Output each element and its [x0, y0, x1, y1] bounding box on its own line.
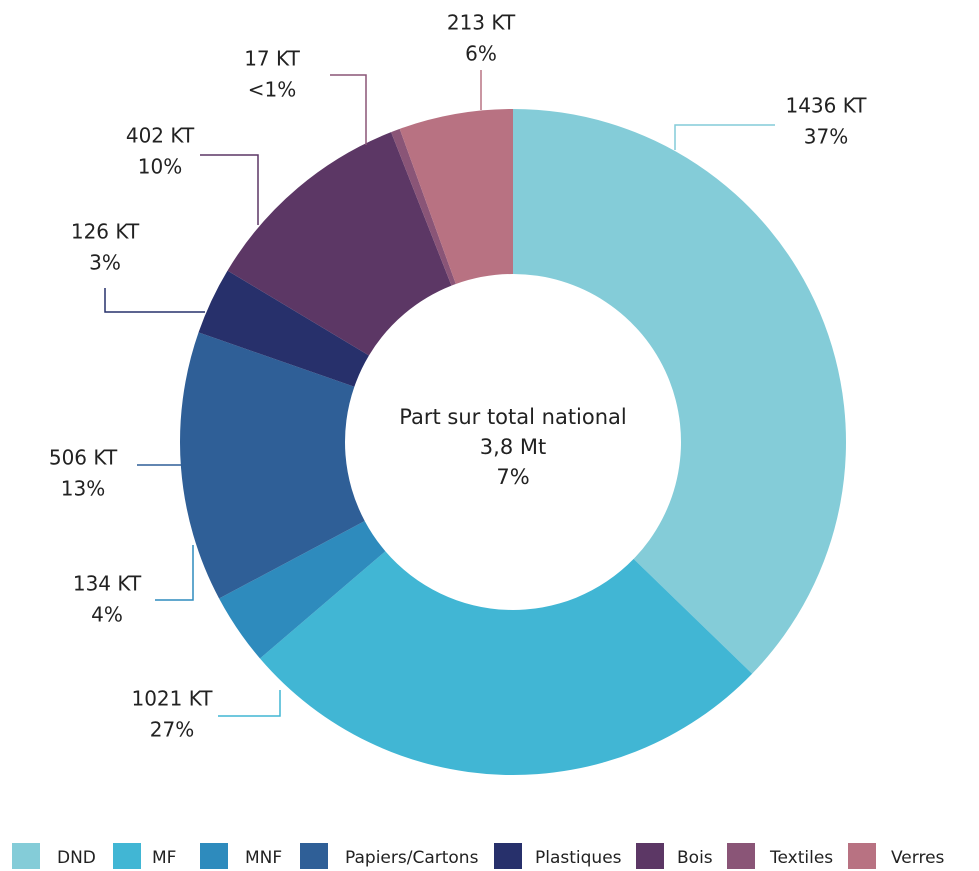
leader-line	[218, 690, 281, 717]
share-label: <1%	[248, 78, 297, 102]
value-label: 1021 KT	[131, 687, 213, 711]
leader-line	[674, 124, 775, 150]
value-label: 213 KT	[447, 11, 516, 35]
legend-label: Bois	[677, 848, 713, 868]
share-label: 3%	[89, 251, 121, 275]
leader-line	[330, 74, 367, 145]
legend-label: MF	[152, 848, 176, 868]
share-label: 13%	[61, 477, 105, 501]
center-label: 3,8 Mt	[480, 435, 546, 459]
leader-line	[104, 288, 205, 313]
donut-slice	[219, 520, 386, 659]
share-label: 37%	[804, 125, 848, 149]
legend-label: MNF	[245, 848, 282, 868]
legend-swatch	[636, 843, 664, 869]
value-label: 506 KT	[49, 446, 118, 470]
center-label: Part sur total national	[399, 405, 627, 429]
share-label: 10%	[138, 155, 182, 179]
legend-label: Papiers/Cartons	[345, 848, 479, 868]
leader-line	[155, 545, 194, 601]
legend-swatch	[12, 843, 40, 869]
legend-swatch	[727, 843, 755, 869]
legend-label: Plastiques	[535, 848, 622, 868]
value-label: 126 KT	[71, 220, 140, 244]
legend-swatch	[848, 843, 876, 869]
legend-label: Textiles	[769, 848, 833, 868]
donut-slice	[259, 551, 753, 775]
donut-slice	[513, 109, 847, 674]
value-label: 402 KT	[126, 124, 195, 148]
legend-swatch	[113, 843, 141, 869]
donut-slice	[391, 128, 456, 286]
legend-label: DND	[57, 848, 96, 868]
center-label: 7%	[496, 465, 529, 489]
leader-line	[200, 154, 259, 225]
donut-slice	[198, 270, 369, 387]
value-label: 134 KT	[73, 572, 142, 596]
share-label: 6%	[465, 42, 497, 66]
share-label: 4%	[91, 603, 123, 627]
donut-slice	[399, 109, 513, 285]
share-label: 27%	[150, 718, 194, 742]
value-label: 1436 KT	[785, 94, 867, 118]
donut-slice	[179, 332, 365, 599]
legend-swatch	[200, 843, 228, 869]
legend-swatch	[300, 843, 328, 869]
legend-label: Verres	[891, 848, 945, 868]
value-label: 17 KT	[244, 47, 300, 71]
donut-slice	[227, 132, 452, 356]
legend-swatch	[494, 843, 522, 869]
